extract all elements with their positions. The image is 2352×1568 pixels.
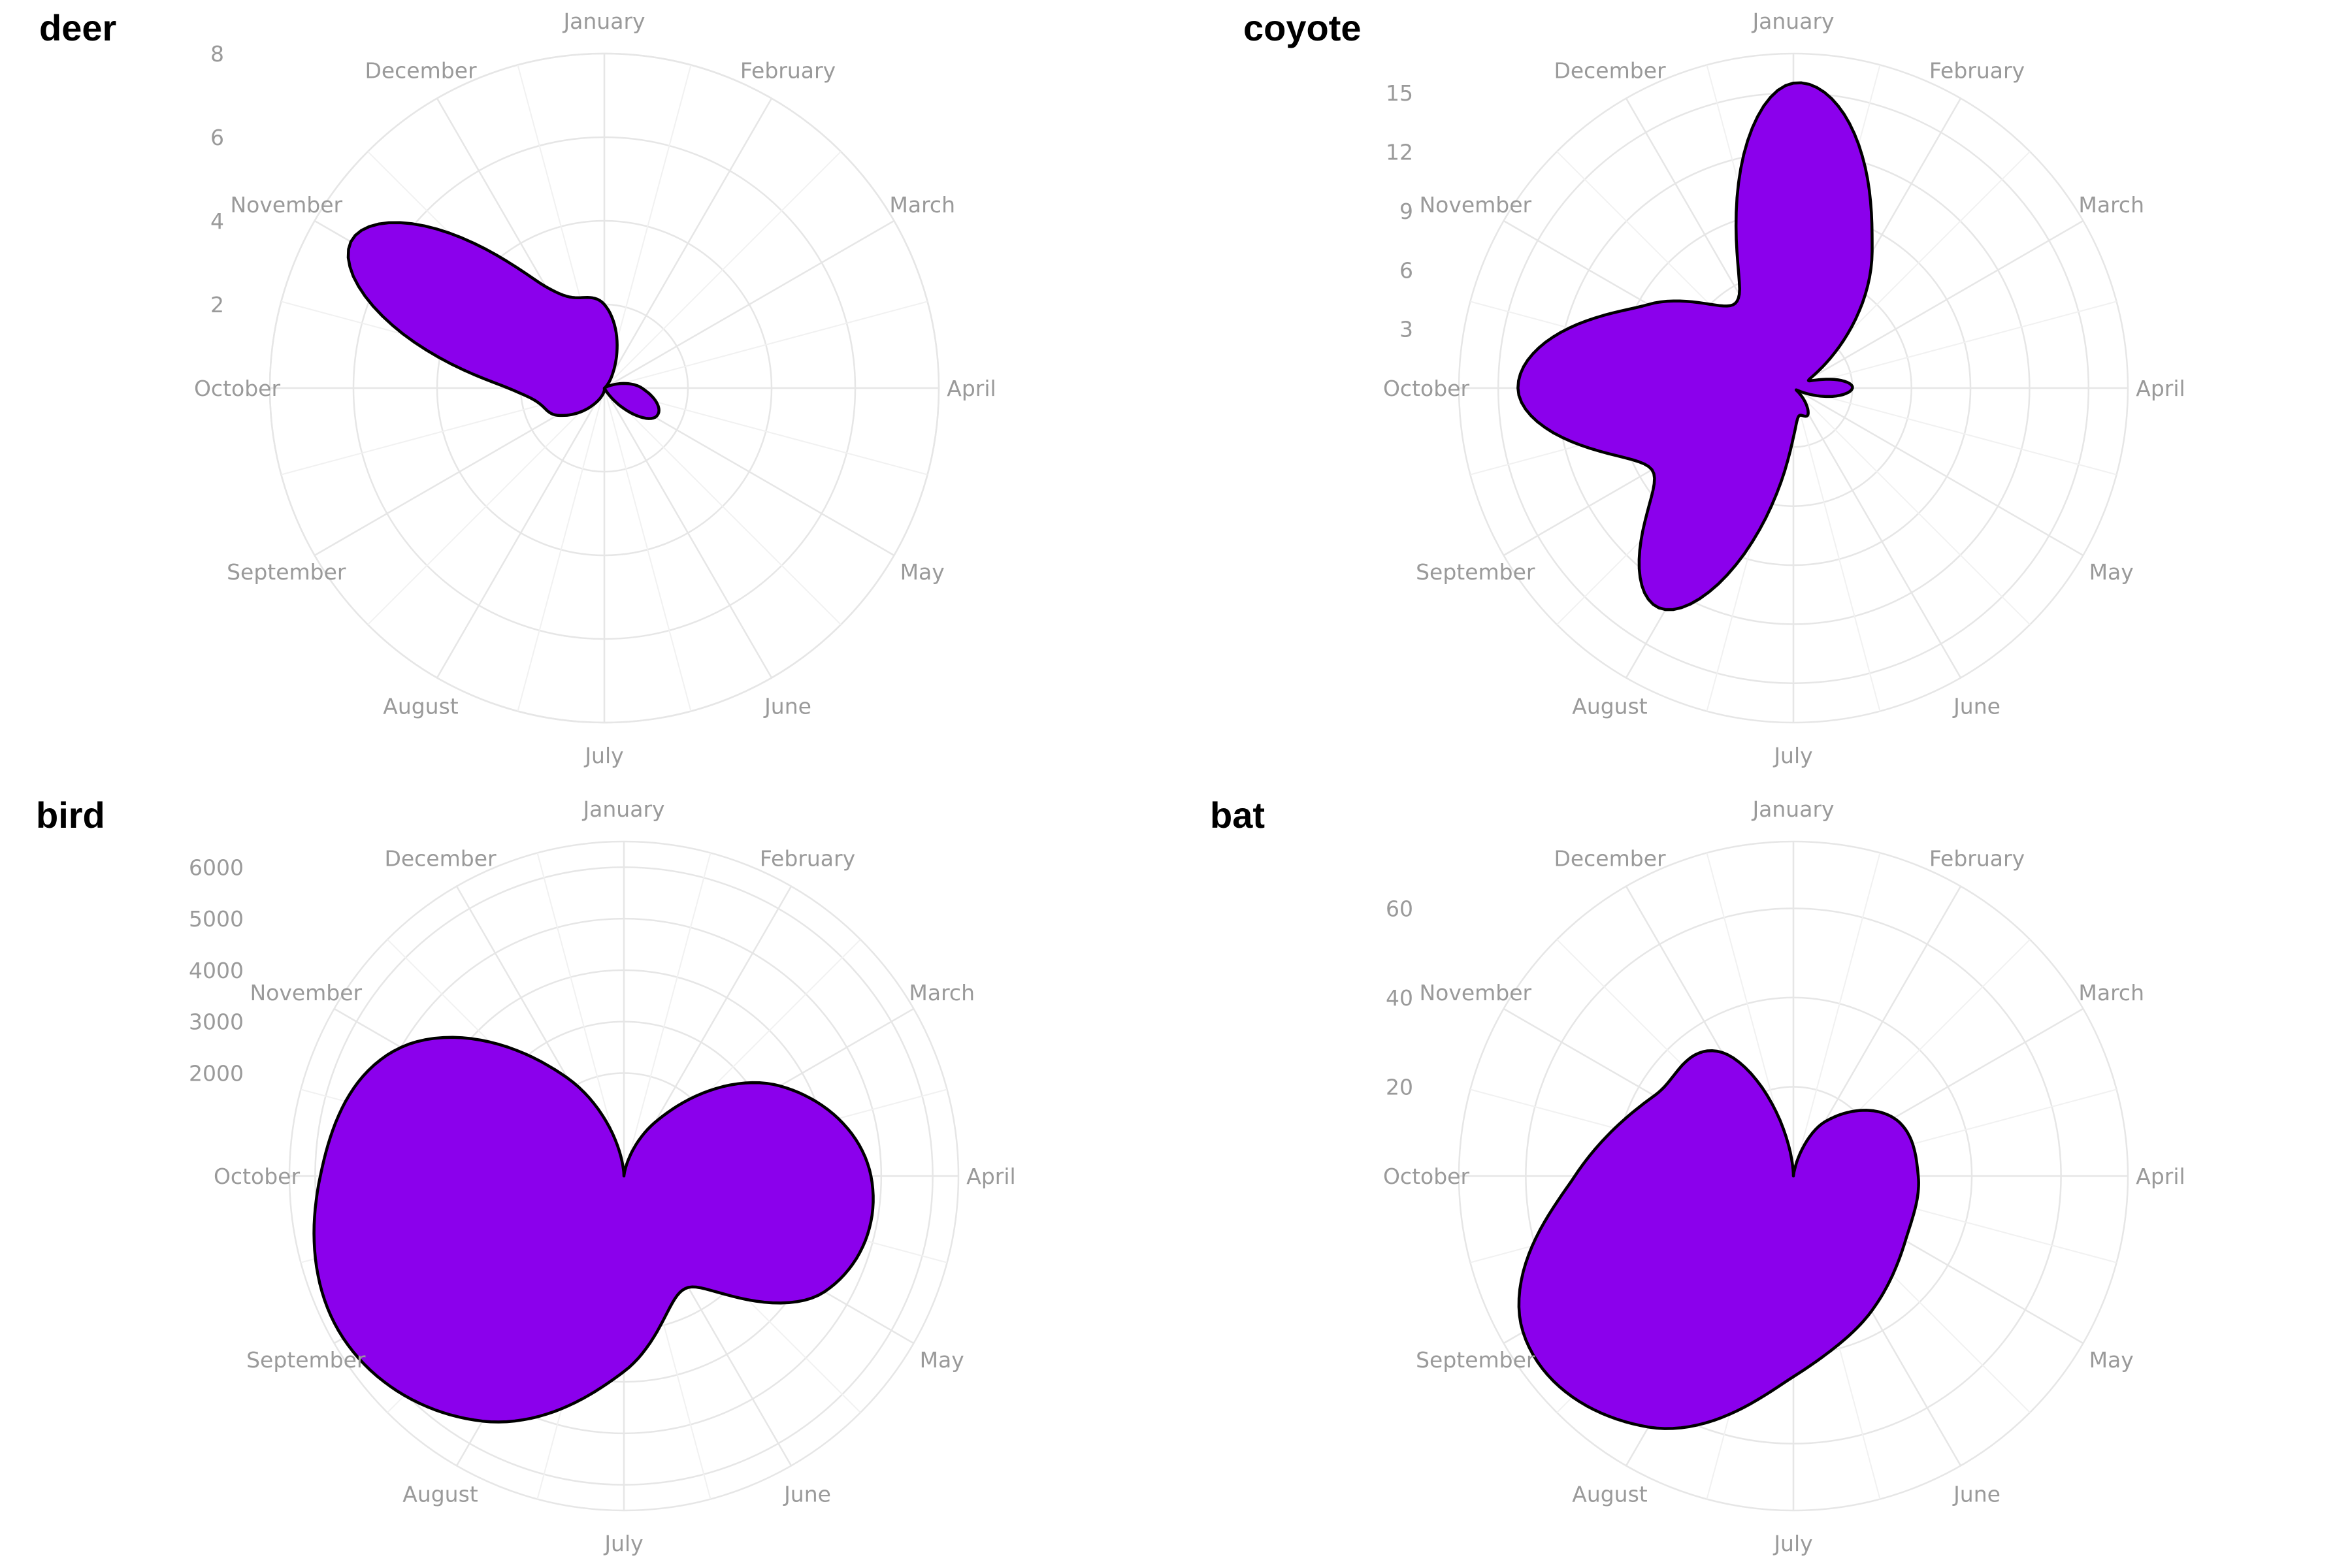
minor-spoke — [604, 387, 692, 711]
minor-spoke — [604, 151, 841, 389]
radial-tick-label: 6 — [210, 125, 224, 150]
spoke — [1793, 387, 2084, 557]
month-label: November — [1419, 980, 1531, 1005]
radial-tick-label: 4 — [210, 208, 224, 234]
month-label: September — [227, 559, 346, 585]
month-label: July — [583, 743, 623, 768]
spoke — [604, 220, 895, 389]
month-label: December — [1554, 57, 1666, 83]
month-label: March — [2078, 980, 2144, 1005]
radial-tick-label: 9 — [1399, 199, 1413, 224]
minor-spoke — [1793, 853, 1881, 1177]
month-label: October — [1383, 376, 1469, 401]
month-label: February — [1929, 57, 2025, 83]
panel-title: bird — [36, 794, 105, 836]
radial-tick-label: 8 — [210, 41, 224, 67]
minor-spoke — [1793, 387, 2117, 476]
month-label: May — [2089, 559, 2134, 585]
month-label: November — [1419, 192, 1531, 218]
panel-title: coyote — [1243, 7, 1362, 48]
month-label: July — [1772, 743, 1812, 768]
minor-spoke — [1793, 387, 1881, 711]
minor-spoke — [1793, 301, 2117, 389]
minor-spoke — [1793, 387, 2031, 625]
area-series — [346, 221, 661, 420]
area-series — [312, 1036, 875, 1424]
month-label: March — [909, 980, 975, 1005]
month-label: April — [2136, 1164, 2185, 1189]
radial-tick-label: 3 — [1399, 317, 1413, 342]
radial-tick-label: 2000 — [189, 1061, 244, 1086]
month-label: August — [402, 1482, 478, 1507]
month-label: December — [384, 845, 497, 871]
coyote-panel: coyote January February March April May June J… — [1243, 7, 2185, 768]
month-label: January — [581, 796, 664, 822]
month-label: September — [1416, 559, 1535, 585]
minor-spoke — [367, 387, 605, 625]
month-label: September — [246, 1347, 366, 1373]
month-label: February — [740, 57, 836, 83]
month-label: January — [562, 8, 645, 34]
radial-tick-label: 12 — [1386, 140, 1413, 165]
deer-panel: deer January February March April May June Jul… — [39, 7, 996, 768]
minor-spoke — [517, 387, 605, 711]
month-label: June — [1952, 1482, 2001, 1507]
month-label: November — [230, 192, 342, 218]
radial-tick-label: 15 — [1386, 80, 1413, 106]
month-label: January — [1751, 796, 1834, 822]
radial-tick-label: 2 — [210, 292, 224, 318]
month-label: October — [194, 376, 280, 401]
month-label: July — [603, 1531, 643, 1556]
minor-spoke — [604, 387, 841, 625]
spoke — [1792, 387, 1962, 679]
month-label: October — [1383, 1164, 1469, 1189]
month-label: November — [250, 980, 362, 1005]
month-label: June — [783, 1482, 831, 1507]
radial-tick-label: 6000 — [189, 855, 244, 880]
month-label: February — [1929, 845, 2025, 871]
month-label: August — [383, 694, 459, 719]
spoke — [603, 97, 773, 389]
month-label: July — [1772, 1531, 1812, 1556]
minor-spoke — [536, 853, 625, 1177]
month-label: December — [1554, 845, 1666, 871]
minor-spoke — [623, 853, 711, 1177]
panel-title: bat — [1210, 794, 1265, 836]
area-series — [1516, 81, 1874, 612]
month-label: April — [947, 376, 996, 401]
radial-tick-label: 20 — [1386, 1075, 1413, 1100]
month-label: May — [900, 559, 945, 585]
month-label: March — [2078, 192, 2144, 218]
radial-tick-label: 60 — [1386, 896, 1413, 921]
month-label: May — [920, 1347, 964, 1373]
spoke — [603, 387, 773, 679]
month-label: March — [889, 192, 955, 218]
month-label: June — [1952, 694, 2001, 719]
bird-panel: bird January February March April May June Jul… — [36, 794, 1016, 1556]
radial-tick-label: 6 — [1399, 257, 1413, 283]
month-label: August — [1572, 694, 1648, 719]
minor-spoke — [604, 301, 928, 389]
month-label: April — [2136, 376, 2185, 401]
radial-tick-label: 5000 — [189, 906, 244, 932]
radial-tick-label: 40 — [1386, 985, 1413, 1011]
area-series — [1517, 1049, 1920, 1430]
bat-panel: bat January February March April May June July… — [1210, 794, 2185, 1556]
month-label: August — [1572, 1482, 1648, 1507]
panel-title: deer — [39, 7, 116, 48]
minor-spoke — [604, 65, 692, 389]
month-label: September — [1416, 1347, 1535, 1373]
month-label: April — [966, 1164, 1015, 1189]
month-label: February — [760, 845, 855, 871]
month-label: June — [763, 694, 811, 719]
spoke — [436, 387, 606, 679]
month-label: May — [2089, 1347, 2134, 1373]
month-label: January — [1751, 8, 1834, 34]
radial-tick-label: 4000 — [189, 958, 244, 983]
month-label: October — [214, 1164, 300, 1189]
radial-tick-label: 3000 — [189, 1009, 244, 1035]
spoke — [1793, 220, 2084, 389]
month-label: December — [365, 57, 477, 83]
